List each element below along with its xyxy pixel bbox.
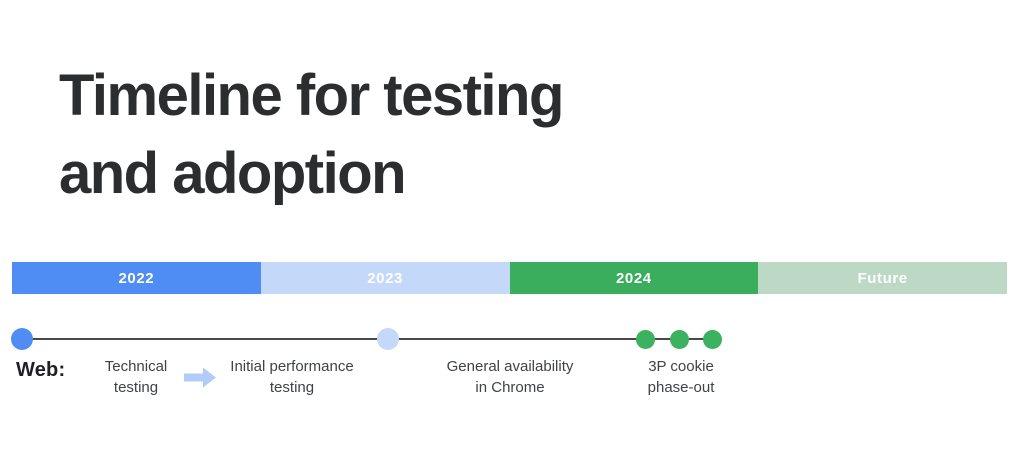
web-start-dot: [11, 328, 33, 350]
year-segment-label: Future: [857, 269, 908, 287]
year-bar: 2022 2023 2024 Future: [12, 262, 1007, 294]
milestone-initial-performance-testing: Initial performance testing: [230, 358, 354, 396]
right-arrow-icon: [184, 367, 216, 388]
phase-out-dot-2: [670, 330, 689, 349]
page-title-line1: Timeline for testing: [59, 62, 564, 128]
year-segment-2022: 2022: [12, 262, 261, 294]
year-segment-2023: 2023: [260, 262, 510, 294]
year-segment-label: 2022: [118, 269, 155, 287]
year-segment-label: 2024: [615, 269, 652, 287]
year-segment-2024: 2024: [509, 262, 759, 294]
phase-out-dot-3: [703, 330, 722, 349]
initial-performance-dot: [377, 328, 399, 350]
milestone-3p-cookie-phase-out: 3P cookie phase-out: [647, 358, 715, 396]
year-segment-future: Future: [758, 262, 1007, 294]
milestone-general-availability: General availability in Chrome: [446, 358, 574, 396]
year-segment-label: 2023: [367, 269, 404, 287]
milestone-technical-testing: Technical testing: [104, 358, 168, 396]
timeline-line: [22, 338, 720, 340]
page-title: Timeline for testing and adoption: [59, 57, 564, 213]
page-title-line2: and adoption: [59, 140, 407, 206]
web-row-label: Web:: [16, 359, 66, 381]
phase-out-dot-1: [636, 330, 655, 349]
